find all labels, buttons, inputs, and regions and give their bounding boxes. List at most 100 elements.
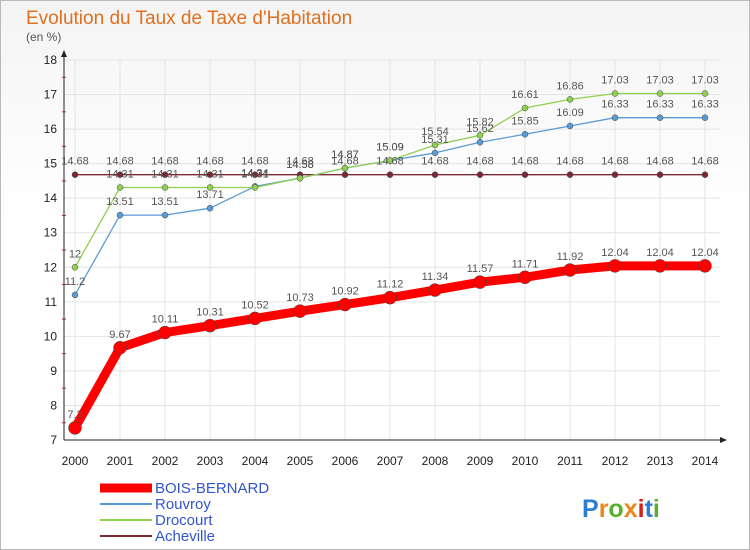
data-point <box>161 211 169 219</box>
data-point <box>341 164 349 172</box>
data-point <box>116 211 124 219</box>
data-point <box>383 290 397 305</box>
data-label: 10.31 <box>196 307 224 319</box>
data-point <box>293 304 307 318</box>
data-point <box>611 90 619 97</box>
data-label: 14.87 <box>331 149 359 161</box>
legend-label: Drocourt <box>155 512 213 529</box>
y-tick-label: 10 <box>44 329 58 343</box>
y-tick-label: 12 <box>44 260 58 274</box>
data-label: 15.82 <box>466 116 494 128</box>
data-label: 11.12 <box>377 279 404 291</box>
data-point <box>701 90 709 97</box>
chart-series <box>68 90 712 435</box>
data-label: 14.34 <box>241 167 269 179</box>
data-label: 16.61 <box>511 89 539 101</box>
data-label: 15.54 <box>421 126 449 138</box>
data-label: 14.87 <box>331 149 359 161</box>
data-point <box>248 311 262 326</box>
data-point <box>71 291 79 299</box>
x-tick-label: 2001 <box>107 454 134 468</box>
data-label: 11.34 <box>422 271 449 283</box>
data-label: 14.31 <box>106 168 134 180</box>
chart-title: Evolution du Taux de Taxe d'Habitation <box>26 8 352 29</box>
y-tick-label: 11 <box>45 295 58 309</box>
y-axis-arrow <box>61 50 67 57</box>
data-point <box>386 171 394 178</box>
data-point <box>611 171 619 178</box>
logo-letter: r <box>599 495 609 523</box>
data-point <box>476 138 484 146</box>
data-point <box>701 114 709 121</box>
data-point <box>116 171 124 178</box>
data-label: 15.31 <box>421 134 449 146</box>
data-label: 14.68 <box>466 156 494 168</box>
data-label: 17.03 <box>691 75 719 87</box>
data-point <box>206 204 214 212</box>
data-point <box>206 171 214 178</box>
data-point <box>566 171 574 178</box>
data-label: 10.11 <box>152 314 179 326</box>
data-point <box>68 421 82 435</box>
data-label: 9.67 <box>109 329 130 341</box>
proxiti-logo: Proxiti <box>582 495 660 523</box>
data-point <box>431 141 439 149</box>
x-tick-label: 2010 <box>512 454 539 468</box>
data-label: 14.58 <box>286 159 314 171</box>
data-label: 14.68 <box>646 156 674 168</box>
data-point <box>161 184 169 191</box>
data-label: 15.09 <box>376 142 404 154</box>
data-point <box>473 275 487 289</box>
data-label: 17.03 <box>601 75 629 87</box>
data-label: 14.31 <box>241 168 269 180</box>
data-label: 12.04 <box>601 247 629 259</box>
data-label: 14.68 <box>601 156 629 168</box>
data-label: 14.68 <box>61 156 89 168</box>
legend-label: Rouvroy <box>155 496 211 513</box>
data-point <box>698 259 712 273</box>
x-tick-label: 2002 <box>152 454 179 468</box>
data-label: 16.09 <box>556 107 584 119</box>
data-label: 13.71 <box>196 189 224 201</box>
data-label: 14.68 <box>331 156 359 168</box>
data-label: 15.62 <box>466 123 494 135</box>
data-label: 14.68 <box>556 156 584 168</box>
data-label: 16.86 <box>556 80 584 92</box>
x-tick-label: 2005 <box>287 454 314 468</box>
data-point <box>656 114 664 121</box>
data-point <box>203 318 217 333</box>
y-tick-label: 14 <box>44 191 58 205</box>
legend-label: BOIS-BERNARD <box>155 480 269 497</box>
data-point <box>206 184 214 191</box>
y-tick-label: 15 <box>44 157 58 171</box>
data-label: 14.68 <box>196 156 224 168</box>
x-tick-label: 2000 <box>62 454 89 468</box>
data-label: 13.51 <box>151 196 179 208</box>
data-point <box>656 90 664 97</box>
y-tick-label: 9 <box>50 364 57 378</box>
data-point <box>338 297 352 312</box>
data-point <box>521 171 529 178</box>
data-point <box>521 104 529 112</box>
data-point <box>518 270 532 285</box>
data-label: 16.33 <box>601 99 629 111</box>
data-point <box>341 171 349 178</box>
data-label: 11.92 <box>557 251 584 263</box>
x-tick-label: 2007 <box>377 454 404 468</box>
data-label: 13.51 <box>106 196 134 208</box>
x-tick-label: 2014 <box>692 454 719 468</box>
x-tick-label: 2004 <box>242 454 269 468</box>
data-label: 10.52 <box>241 299 269 311</box>
data-label: 14.58 <box>286 159 314 171</box>
data-point <box>251 184 259 191</box>
x-tick-label: 2009 <box>467 454 494 468</box>
data-point <box>611 114 619 121</box>
data-label: 12.04 <box>646 247 674 259</box>
y-tick-label: 16 <box>44 122 58 136</box>
data-label: 14.68 <box>376 156 404 168</box>
data-label: 11.71 <box>512 258 539 270</box>
logo-letter: o <box>608 495 623 523</box>
